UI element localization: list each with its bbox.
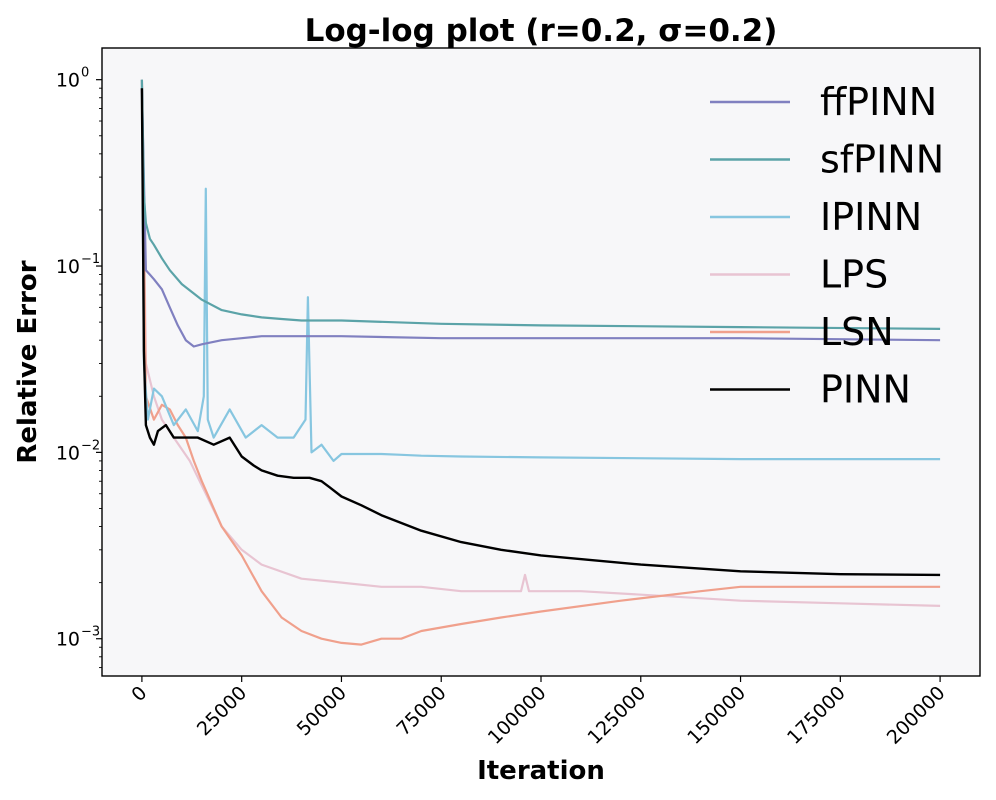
y-tick-label: 10: [56, 442, 80, 464]
legend-label-lsn: LSN: [820, 310, 894, 354]
legend-label-ffpinn: ffPINN: [820, 80, 937, 124]
y-tick-exponent: −2: [81, 438, 100, 453]
y-tick-exponent: 0: [81, 66, 89, 81]
y-tick-exponent: −3: [81, 625, 100, 640]
y-tick-label: 10: [56, 629, 80, 651]
series-line-pinn: [140, 88, 941, 577]
legend-label-lps: LPS: [820, 253, 888, 297]
x-axis-label: Iteration: [477, 756, 605, 786]
series-line-sfpinn: [140, 79, 941, 330]
legend: ffPINN sfPINN IPINN LPS LSN PINN: [710, 80, 944, 412]
series-line-ipinn: [140, 79, 941, 462]
series-layer: [140, 79, 941, 646]
series-line-lsn: [140, 79, 941, 646]
series-line-ffpinn: [140, 88, 941, 348]
y-tick-exponent: −1: [81, 252, 100, 267]
y-axis-label: Relative Error: [13, 260, 43, 463]
y-tick-label: 10: [56, 70, 80, 92]
plot-area: [102, 48, 980, 676]
legend-label-pinn: PINN: [820, 368, 911, 412]
chart-title: Log-log plot (r=0.2, σ=0.2): [305, 13, 778, 49]
legend-label-sfpinn: sfPINN: [820, 138, 944, 182]
legend-label-ipinn: IPINN: [820, 195, 922, 239]
y-tick-label: 10: [56, 256, 80, 278]
